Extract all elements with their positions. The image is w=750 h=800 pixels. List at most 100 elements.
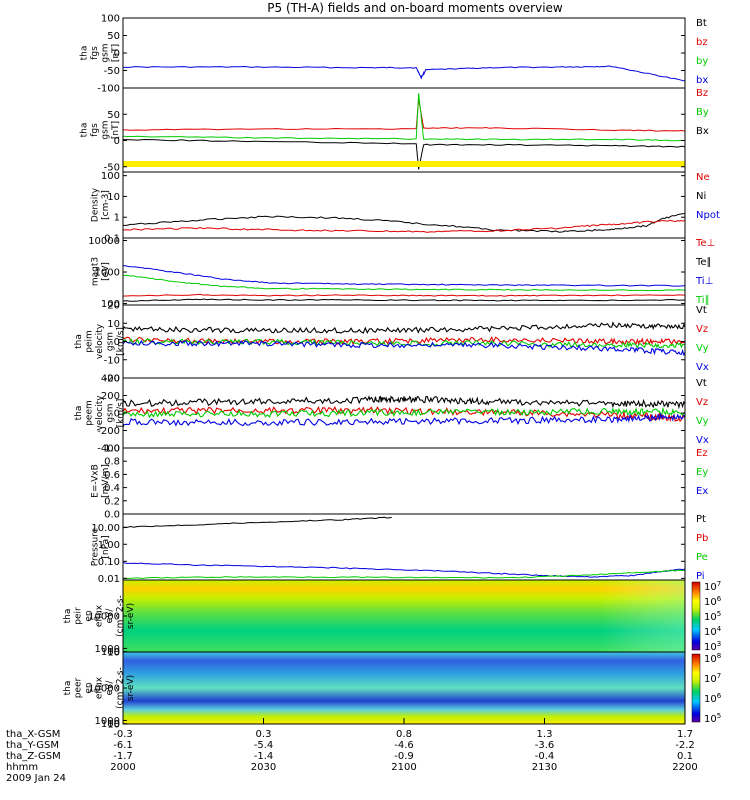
- legend-2: Ti⊥: [695, 276, 713, 287]
- footer-value: -1.4: [254, 751, 274, 762]
- y-tick-label: 0: [114, 136, 120, 147]
- colorbar: [691, 653, 701, 723]
- series-Vx: [122, 412, 686, 427]
- y-axis-label: thafgsgsm[nT]: [80, 120, 122, 139]
- y-axis-label: thapeemvelocitygsm[km/s]: [74, 395, 126, 431]
- y-tick-label: 0: [114, 409, 120, 420]
- legend-3: Ti∥: [695, 295, 710, 306]
- series-Ti⊥: [123, 265, 686, 287]
- legend-0: Ne: [696, 172, 710, 183]
- colorbar-label: 107: [704, 672, 721, 685]
- y-axis-label: Density[cm-3]: [91, 187, 112, 222]
- y-tick-label: 0.2: [104, 496, 120, 507]
- legend-2: by: [696, 56, 708, 67]
- colorbar-label: 105: [704, 610, 721, 623]
- y-tick-label: 0.01: [98, 574, 120, 585]
- y-tick-label: 1.00: [98, 540, 120, 551]
- y-tick-label: 0.1: [104, 234, 120, 245]
- y-tick-label: -100: [97, 84, 120, 95]
- panel-pressure: 10.00 1.00 0.10 0.01 Pt Pb Pe Pi Pressure[nPa]: [91, 513, 708, 585]
- panel-density: 100 10 1 0.1 Ne Ni Npot Density[cm-3]: [91, 171, 720, 244]
- y-tick-label: -50: [104, 66, 120, 77]
- y-axis-label: E=-VxB[mV/m]: [91, 464, 112, 498]
- y-tick-label: 10: [107, 719, 120, 730]
- colorbar-label: 107: [704, 580, 721, 593]
- footer-value: 2200: [672, 762, 697, 773]
- y-axis-label: thapeimvelocitygsm[km/s]: [74, 323, 126, 359]
- legend-1: Ni: [696, 191, 706, 202]
- y-axis-label: Pressure[nPa]: [91, 527, 112, 566]
- y-tick-label: 100: [101, 299, 120, 310]
- colorbar: [691, 581, 701, 651]
- y-tick-label: 10: [107, 647, 120, 658]
- legend-0: Te⊥: [695, 238, 715, 249]
- colorbar-label: 104: [704, 625, 722, 638]
- legend-2: Pe: [696, 552, 708, 563]
- series-Vt: [122, 321, 686, 334]
- footer-label: tha_Z-GSM: [6, 751, 61, 762]
- y-tick-label: 0.8: [104, 457, 120, 468]
- footer-value: 2100: [391, 762, 416, 773]
- legend-1: By: [696, 107, 709, 118]
- footer-value: 0.3: [256, 729, 272, 740]
- footer-value: 0.8: [396, 729, 412, 740]
- y-tick-label: -10: [104, 355, 120, 366]
- y-tick-label: 1: [114, 213, 120, 224]
- y-tick-label: -20: [104, 374, 120, 385]
- series-Te∥: [122, 298, 686, 302]
- legend-1: Pb: [696, 533, 708, 544]
- footer-value: 2000: [110, 762, 135, 773]
- footer-label: tha_X-GSM: [6, 729, 60, 740]
- y-tick-label: 50: [107, 110, 120, 121]
- series-Ne: [122, 219, 686, 233]
- y-tick-label: 100: [101, 719, 120, 730]
- y-tick-label: 0.0: [104, 510, 120, 521]
- footer-value: -0.9: [394, 751, 414, 762]
- y-tick-label: 10: [107, 192, 120, 203]
- y-tick-label: 50: [107, 31, 120, 42]
- ephemeris-footer: tha_X-GSM -0.3 0.3 0.8 1.3 1.7 tha_Y-GSM -6.1 -5…: [6, 729, 698, 784]
- footer-value: 1.7: [677, 729, 693, 740]
- spectrogram-image: [123, 652, 685, 724]
- y-tick-label: 100: [101, 647, 120, 658]
- footer-label: hhmm: [6, 762, 38, 773]
- y-tick-label: 0.4: [104, 483, 120, 494]
- figure-title: P5 (TH-A) fields and on-board moments ov…: [267, 1, 563, 15]
- legend-0: Bz: [696, 88, 708, 99]
- series-Vz: [122, 405, 686, 423]
- legend-1: Te∥: [695, 257, 712, 268]
- legend-2: Vy: [696, 416, 709, 427]
- y-tick-label: -400: [97, 444, 120, 455]
- footer-value: -2.2: [675, 740, 695, 751]
- series-Te⊥: [123, 293, 686, 297]
- series-Pe: [122, 569, 686, 580]
- y-tick-label: 10000: [88, 612, 120, 623]
- footer-value: 2030: [251, 762, 276, 773]
- footer-value: -4.6: [394, 740, 414, 751]
- panel-frame: [122, 17, 686, 89]
- y-tick-label: 1000: [95, 716, 120, 727]
- y-tick-label: 1.0: [104, 444, 120, 455]
- panel-fgs_gse: 100 50 0 -50 -100 Bt bz by bx thafgsgsm[nT]: [80, 14, 709, 95]
- y-tick-label: 10: [107, 319, 120, 330]
- series-Vy: [122, 338, 686, 349]
- colorbar-label: 106: [704, 595, 722, 608]
- colorbar-label: 105: [704, 712, 721, 725]
- legend-2: Vy: [696, 343, 709, 354]
- panel-peir_spec: 10710610510410310000100010010thapeirenef…: [63, 579, 722, 658]
- legend-3: Vx: [696, 362, 709, 373]
- footer-value: -0.4: [535, 751, 555, 762]
- y-tick-label: 10000: [88, 236, 120, 247]
- y-tick-label: 1000: [95, 644, 120, 655]
- panel-temperature: 10000 1000 100 Te⊥ Te∥ Ti⊥ Ti∥ magt3[eV]: [88, 236, 715, 310]
- legend-3: Pi: [696, 571, 705, 582]
- series-Bz: [122, 98, 686, 132]
- footer-value: -1.7: [113, 751, 133, 762]
- footer-value: -6.1: [113, 740, 133, 751]
- legend-3: Vx: [696, 435, 709, 446]
- legend-0: Ez: [696, 448, 708, 459]
- series-bx: [123, 65, 686, 82]
- footer-label: tha_Y-GSM: [6, 740, 59, 751]
